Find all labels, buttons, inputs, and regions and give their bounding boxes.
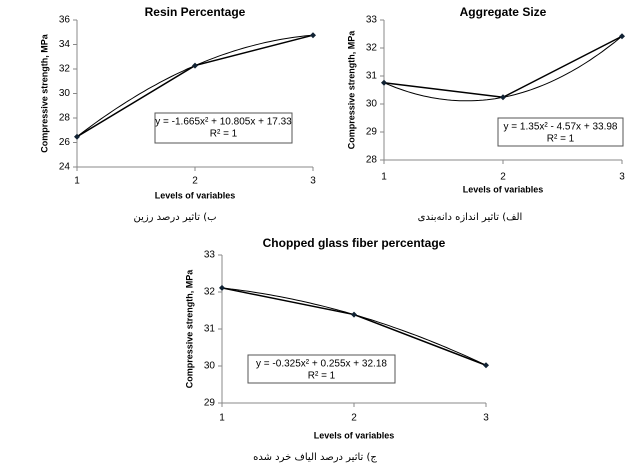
- y-axis-label: Compressive strength, MPa: [39, 33, 49, 153]
- y-tick-label: 30: [204, 361, 216, 372]
- equation-box: [154, 112, 293, 144]
- data-point: [619, 33, 625, 40]
- data-point: [483, 362, 489, 369]
- data-point: [351, 311, 357, 318]
- chart-title: Resin Percentage: [145, 5, 246, 19]
- caption: ب) تاثیر درصد رزین: [133, 212, 216, 223]
- y-tick-label: 32: [59, 64, 71, 75]
- y-tick-label: 28: [366, 155, 378, 166]
- x-tick-label: 3: [619, 172, 625, 183]
- y-tick-label: 31: [204, 324, 216, 335]
- y-tick-label: 32: [366, 43, 378, 54]
- chart: Chopped glass fiber percentage2930313233…: [184, 236, 489, 463]
- x-axis-label: Levels of variables: [155, 190, 236, 200]
- x-tick-label: 3: [483, 413, 489, 424]
- y-tick-label: 30: [366, 99, 378, 110]
- r-squared: R² = 1: [547, 134, 575, 145]
- data-line: [221, 287, 487, 366]
- x-tick-label: 2: [500, 172, 506, 183]
- trendline: [383, 35, 623, 102]
- r-squared: R² = 1: [308, 371, 336, 382]
- data-point: [192, 62, 198, 69]
- y-tick-label: 36: [59, 15, 71, 26]
- equation: y = -1.665x² + 10.805x + 17.33: [155, 117, 292, 128]
- equation-box: [247, 354, 396, 384]
- equation-box: [497, 117, 624, 147]
- equation: y = -0.325x² + 0.255x + 32.18: [256, 359, 387, 370]
- y-tick-label: 33: [204, 250, 216, 261]
- y-tick-label: 29: [204, 398, 216, 409]
- data-point: [500, 94, 506, 101]
- data-line: [383, 35, 623, 99]
- x-tick-label: 2: [351, 413, 357, 424]
- r-squared: R² = 1: [210, 129, 238, 140]
- data-point: [219, 284, 225, 291]
- x-tick-label: 3: [310, 176, 316, 187]
- y-tick-label: 30: [59, 88, 71, 99]
- y-tick-label: 24: [59, 162, 71, 173]
- data-point: [310, 32, 316, 39]
- y-tick-label: 31: [366, 71, 378, 82]
- x-axis-label: Levels of variables: [314, 430, 395, 440]
- x-axis-label: Levels of variables: [463, 184, 544, 194]
- chart: Aggregate Size 28 29 30 31 32 33 1 2 3 Levels of v…: [346, 5, 625, 223]
- x-tick-label: 1: [74, 176, 80, 187]
- chart-title: Chopped glass fiber percentage: [263, 236, 446, 250]
- caption: ج) تاثیر درصد الیاف خرد شده: [253, 452, 377, 463]
- trendline: [221, 287, 487, 366]
- y-tick-label: 28: [59, 113, 71, 124]
- chart-title: Aggregate Size: [460, 5, 547, 19]
- y-tick-label: 32: [204, 287, 216, 298]
- x-tick-label: 2: [192, 176, 198, 187]
- data-point: [381, 79, 387, 86]
- y-axis-label: Compressive strength, MPa: [184, 269, 194, 389]
- y-tick-label: 29: [366, 127, 378, 138]
- equation: y = 1.35x² - 4.57x + 33.98: [504, 122, 618, 133]
- data-point: [74, 133, 80, 140]
- caption: الف) تاثیر اندازه دانه‌بندی: [418, 212, 523, 223]
- x-tick-label: 1: [219, 413, 225, 424]
- chart: Resin Percentage 24 26 28 30 32 34 36 1 2 3 Levels …: [39, 5, 316, 223]
- y-tick-label: 33: [366, 15, 378, 26]
- x-tick-label: 1: [381, 172, 387, 183]
- y-axis-label: Compressive strength, MPa: [346, 30, 356, 150]
- y-tick-label: 26: [59, 137, 71, 148]
- y-tick-label: 34: [59, 39, 71, 50]
